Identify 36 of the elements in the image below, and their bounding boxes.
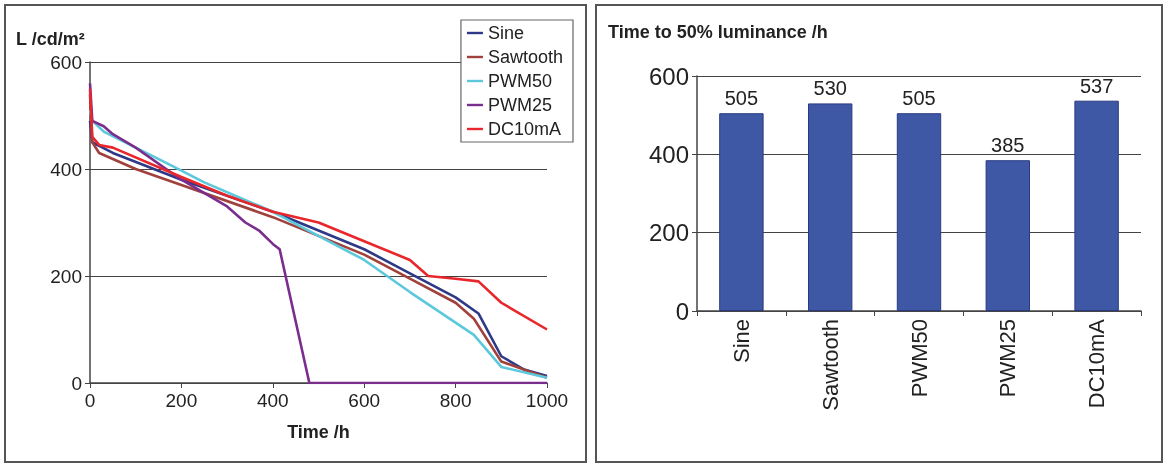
bar [719,113,764,311]
data-label: 537 [1079,74,1114,97]
data-label: 505 [724,87,759,110]
legend-label: Sine [487,23,524,43]
x-tick-label: Sawtooth [817,319,843,411]
legend-label: PWM50 [487,71,552,91]
y-tick-label: 600 [50,51,82,73]
y-tick-label: 400 [648,140,689,168]
y-tick-label: 600 [648,62,689,90]
y-axis-title: L /cd/m² [16,29,85,49]
x-tick-label: 0 [84,390,96,411]
legend-label: PWM25 [487,95,552,115]
bar [808,103,853,311]
legend-label: DC10mA [487,119,561,139]
y-tick-label: 400 [50,158,82,180]
data-label: 385 [991,134,1025,157]
x-tick-label: PWM50 [906,319,932,398]
bar [1074,100,1119,311]
x-axis-title: Time /h [287,422,350,442]
x-tick-label: 800 [439,390,472,411]
y-tick-label: 200 [648,219,689,247]
bar [896,113,942,311]
chart-title: Time to 50% luminance /h [608,22,828,42]
data-label: 505 [902,87,936,110]
legend-label: Sawtooth [487,47,564,67]
y-tick-label: 200 [50,265,82,287]
x-tick-label: 1000 [525,390,569,411]
x-tick-label: 400 [256,390,289,411]
x-tick-label: 600 [348,390,381,411]
x-tick-label: PWM25 [995,319,1021,398]
bar [985,160,1030,311]
data-label: 530 [813,77,847,100]
x-tick-label: DC10mA [1084,318,1110,409]
y-tick-label: 0 [675,297,689,325]
x-tick-label: 200 [165,390,198,411]
x-tick-label: Sine [728,319,754,364]
